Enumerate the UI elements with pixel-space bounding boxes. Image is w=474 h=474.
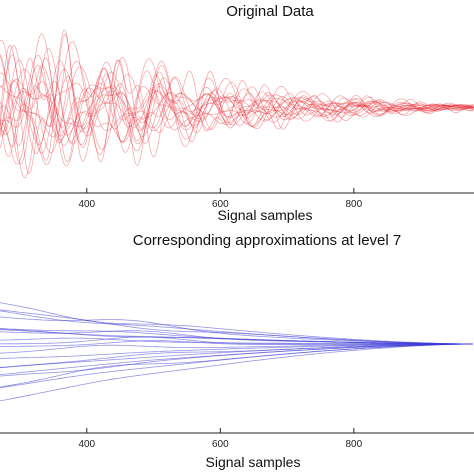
bottom-series-line-15: [0, 343, 473, 377]
bottom-series-line-18: [0, 343, 473, 369]
top-series-line-9: [0, 57, 474, 163]
bottom-x-tick-label-800: 800: [345, 439, 362, 450]
top-series-line-7: [0, 59, 474, 154]
top-x-tick-label-600: 600: [212, 199, 229, 210]
bottom-series-group: [0, 302, 473, 402]
bottom-series-line-12: [0, 343, 473, 389]
top-series-line-16: [0, 64, 474, 144]
top-chart: Original Data 400 600 800 Signal samples: [0, 3, 474, 223]
top-series-line-18: [0, 60, 474, 153]
top-series-line-3: [0, 53, 474, 165]
top-series-line-12: [0, 87, 474, 137]
top-series-line-13: [0, 66, 474, 138]
top-x-axis-label: Signal samples: [218, 207, 313, 223]
top-series-line-8: [0, 73, 474, 146]
top-x-ticks: 400 600 800: [78, 188, 363, 210]
bottom-x-axis-label: Signal samples: [206, 454, 301, 470]
bottom-chart-title: Corresponding approximations at level 7: [133, 232, 401, 249]
top-x-tick-label-800: 800: [345, 199, 362, 210]
top-series-line-17: [0, 33, 474, 175]
bottom-series-line-20: [0, 343, 473, 402]
top-chart-title: Original Data: [226, 3, 314, 20]
top-series-line-11: [0, 60, 474, 146]
top-series-line-2: [0, 39, 474, 179]
bottom-x-tick-label-400: 400: [78, 439, 95, 450]
bottom-series-line-8: [0, 310, 473, 345]
top-series-line-4: [0, 41, 474, 165]
bottom-x-ticks: 400 600 800: [78, 428, 363, 450]
top-series-line-10: [0, 75, 474, 133]
bottom-series-line-19: [0, 343, 473, 388]
top-x-tick-label-400: 400: [78, 199, 95, 210]
top-series-line-6: [0, 57, 474, 157]
bottom-series-line-14: [0, 328, 473, 345]
top-series-line-19: [0, 29, 474, 167]
top-series-line-15: [0, 87, 474, 137]
top-series-line-20: [0, 33, 474, 167]
top-series-line-14: [0, 54, 474, 141]
top-series-line-1: [0, 45, 474, 156]
bottom-x-tick-label-600: 600: [212, 439, 229, 450]
bottom-chart: Corresponding approximations at level 7 …: [0, 232, 474, 470]
bottom-series-line-17: [0, 340, 473, 347]
bottom-series-line-5: [0, 343, 473, 359]
top-series-group: [0, 29, 474, 179]
top-series-line-5: [0, 71, 474, 146]
